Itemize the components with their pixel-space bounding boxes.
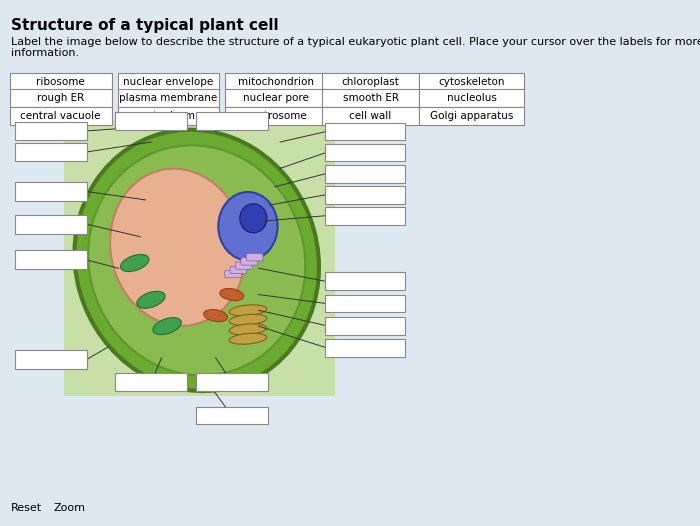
FancyBboxPatch shape: [325, 186, 405, 204]
FancyBboxPatch shape: [325, 144, 405, 161]
FancyBboxPatch shape: [15, 350, 88, 369]
Ellipse shape: [218, 192, 278, 260]
FancyBboxPatch shape: [15, 182, 88, 201]
FancyBboxPatch shape: [419, 107, 524, 125]
FancyBboxPatch shape: [230, 266, 247, 274]
FancyBboxPatch shape: [419, 89, 524, 107]
FancyBboxPatch shape: [325, 123, 405, 140]
FancyBboxPatch shape: [15, 143, 88, 161]
FancyBboxPatch shape: [325, 207, 405, 225]
Text: centrosome: centrosome: [246, 110, 307, 121]
Ellipse shape: [74, 130, 319, 391]
Text: Golgi apparatus: Golgi apparatus: [430, 110, 513, 121]
FancyBboxPatch shape: [325, 165, 405, 183]
Text: rough ER: rough ER: [37, 93, 84, 104]
FancyBboxPatch shape: [196, 407, 268, 424]
FancyBboxPatch shape: [10, 107, 111, 125]
FancyBboxPatch shape: [241, 258, 258, 265]
Ellipse shape: [204, 309, 228, 322]
FancyBboxPatch shape: [118, 73, 219, 90]
FancyBboxPatch shape: [10, 73, 111, 90]
Text: Reset: Reset: [10, 503, 42, 513]
Text: Zoom: Zoom: [54, 503, 86, 513]
FancyBboxPatch shape: [322, 89, 419, 107]
FancyBboxPatch shape: [15, 122, 88, 140]
FancyBboxPatch shape: [325, 272, 405, 290]
FancyBboxPatch shape: [325, 295, 405, 312]
FancyBboxPatch shape: [196, 373, 268, 391]
FancyBboxPatch shape: [322, 107, 419, 125]
FancyBboxPatch shape: [419, 73, 524, 90]
FancyBboxPatch shape: [15, 250, 88, 269]
Ellipse shape: [120, 255, 149, 271]
Ellipse shape: [88, 145, 305, 376]
Ellipse shape: [220, 288, 244, 301]
FancyBboxPatch shape: [225, 73, 327, 90]
Text: nuclear envelope: nuclear envelope: [123, 76, 214, 87]
FancyBboxPatch shape: [118, 89, 219, 107]
FancyBboxPatch shape: [10, 89, 111, 107]
Ellipse shape: [110, 169, 246, 326]
Text: Structure of a typical plant cell: Structure of a typical plant cell: [10, 18, 279, 34]
Text: nuclear pore: nuclear pore: [244, 93, 309, 104]
FancyBboxPatch shape: [236, 262, 252, 269]
FancyBboxPatch shape: [246, 254, 263, 261]
FancyBboxPatch shape: [225, 107, 327, 125]
Ellipse shape: [229, 324, 267, 335]
FancyBboxPatch shape: [225, 270, 242, 278]
FancyBboxPatch shape: [115, 373, 187, 391]
Text: plasma membrane: plasma membrane: [119, 93, 218, 104]
Text: cell wall: cell wall: [349, 110, 392, 121]
Ellipse shape: [229, 305, 267, 316]
FancyBboxPatch shape: [225, 89, 327, 107]
Ellipse shape: [153, 318, 181, 335]
Ellipse shape: [240, 204, 267, 232]
FancyBboxPatch shape: [64, 120, 335, 396]
FancyBboxPatch shape: [196, 112, 268, 130]
Text: cytoplasm: cytoplasm: [141, 110, 195, 121]
FancyBboxPatch shape: [325, 339, 405, 357]
Text: cytoskeleton: cytoskeleton: [438, 76, 505, 87]
FancyBboxPatch shape: [115, 112, 187, 130]
Text: ribosome: ribosome: [36, 76, 85, 87]
Text: nucleolus: nucleolus: [447, 93, 496, 104]
Ellipse shape: [136, 291, 165, 308]
FancyBboxPatch shape: [325, 317, 405, 335]
FancyBboxPatch shape: [15, 215, 88, 234]
Text: chloroplast: chloroplast: [342, 76, 400, 87]
Ellipse shape: [229, 315, 267, 325]
Text: Label the image below to describe the structure of a typical eukaryotic plant ce: Label the image below to describe the st…: [10, 37, 700, 58]
FancyBboxPatch shape: [322, 73, 419, 90]
Ellipse shape: [229, 333, 267, 344]
Text: smooth ER: smooth ER: [342, 93, 398, 104]
Text: central vacuole: central vacuole: [20, 110, 101, 121]
FancyBboxPatch shape: [118, 107, 219, 125]
Text: mitochondrion: mitochondrion: [238, 76, 314, 87]
